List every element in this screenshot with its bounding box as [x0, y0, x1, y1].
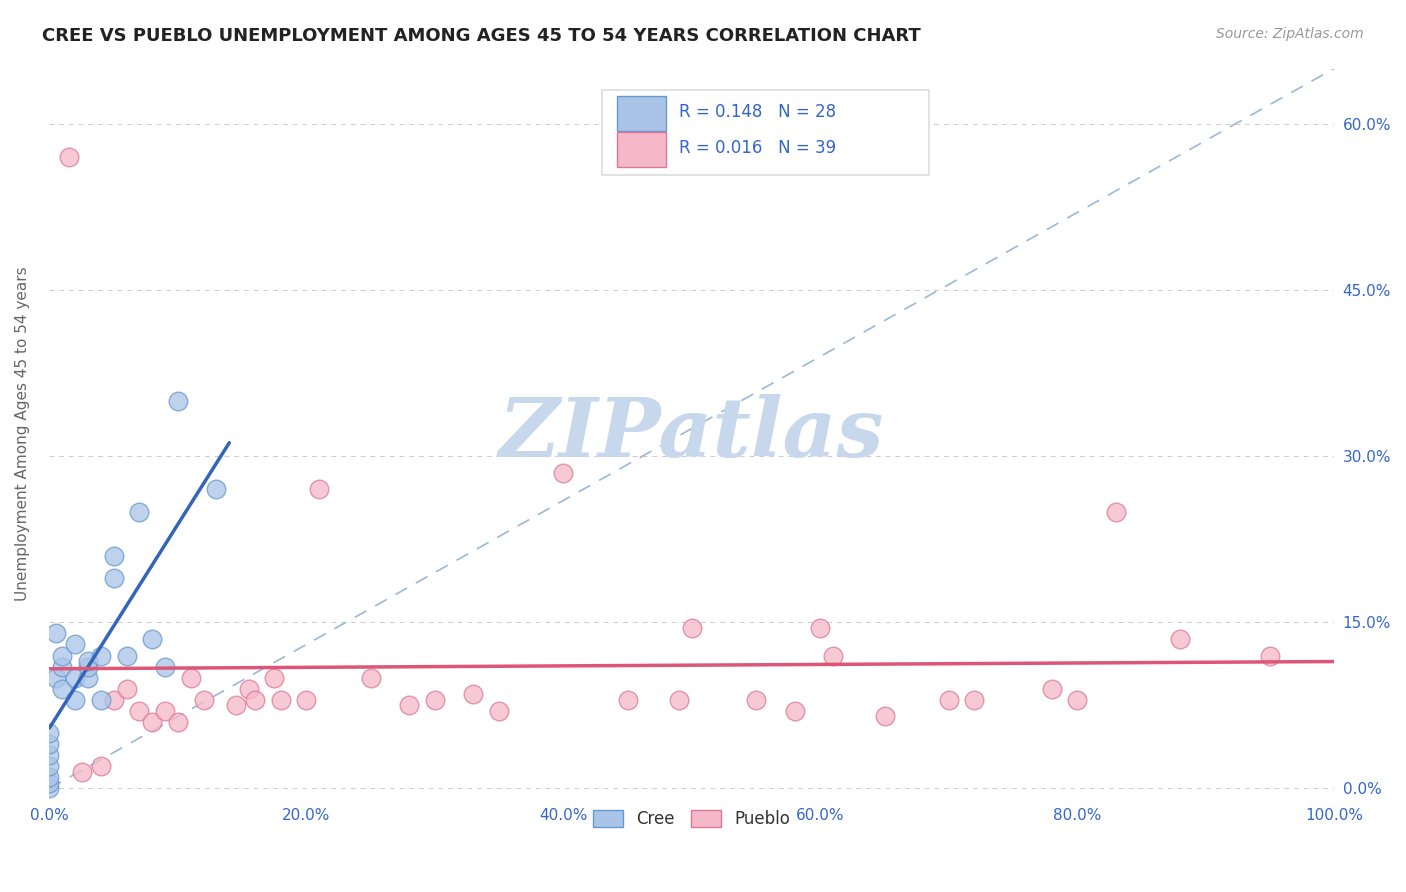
Point: [90, 759, 112, 773]
Point: [141, 714, 163, 729]
Y-axis label: Unemployment Among Ages 45 to 54 years: Unemployment Among Ages 45 to 54 years: [15, 267, 30, 601]
Text: Source: ZipAtlas.com: Source: ZipAtlas.com: [1216, 27, 1364, 41]
Point: [38, 770, 60, 784]
Point: [38, 726, 60, 740]
Point: [938, 693, 960, 707]
Point: [783, 704, 806, 718]
Point: [180, 671, 202, 685]
Point: [1066, 693, 1088, 707]
Point: [63, 693, 86, 707]
Point: [463, 687, 485, 701]
Point: [488, 704, 510, 718]
Point: [38, 776, 60, 790]
Point: [51, 659, 73, 673]
FancyBboxPatch shape: [617, 96, 666, 131]
Point: [45, 671, 67, 685]
Point: [77, 659, 100, 673]
Point: [745, 693, 768, 707]
Point: [63, 671, 86, 685]
Point: [398, 698, 420, 713]
Point: [225, 698, 247, 713]
Point: [270, 693, 292, 707]
Point: [423, 693, 446, 707]
Point: [103, 549, 125, 563]
Point: [77, 671, 100, 685]
Point: [38, 759, 60, 773]
Point: [167, 714, 190, 729]
Point: [77, 654, 100, 668]
Point: [153, 659, 176, 673]
Point: [63, 637, 86, 651]
Point: [823, 648, 845, 663]
Point: [128, 704, 150, 718]
Text: R = 0.148   N = 28: R = 0.148 N = 28: [679, 103, 837, 121]
Point: [243, 693, 266, 707]
Point: [167, 393, 190, 408]
Point: [70, 764, 93, 779]
Text: ZIPatlas: ZIPatlas: [499, 394, 884, 474]
Legend: Cree, Pueblo: Cree, Pueblo: [586, 804, 797, 835]
Point: [238, 681, 260, 696]
Point: [90, 648, 112, 663]
Point: [115, 681, 138, 696]
Point: [616, 693, 638, 707]
Point: [128, 504, 150, 518]
Point: [295, 693, 318, 707]
Point: [263, 671, 285, 685]
Point: [193, 693, 215, 707]
Point: [45, 626, 67, 640]
Point: [873, 709, 896, 723]
Point: [553, 466, 575, 480]
Point: [58, 150, 80, 164]
Point: [681, 621, 703, 635]
Point: [51, 648, 73, 663]
Point: [38, 781, 60, 796]
Point: [308, 483, 330, 497]
Point: [153, 704, 176, 718]
FancyBboxPatch shape: [617, 132, 666, 167]
Text: R = 0.016   N = 39: R = 0.016 N = 39: [679, 139, 837, 157]
Point: [1040, 681, 1063, 696]
Point: [103, 571, 125, 585]
Point: [963, 693, 986, 707]
Point: [1105, 504, 1128, 518]
FancyBboxPatch shape: [602, 90, 929, 175]
Point: [808, 621, 831, 635]
Point: [1168, 632, 1191, 646]
Point: [360, 671, 382, 685]
Point: [38, 748, 60, 763]
Point: [103, 693, 125, 707]
Point: [38, 737, 60, 751]
Point: [141, 632, 163, 646]
Point: [115, 648, 138, 663]
Point: [90, 693, 112, 707]
Point: [205, 483, 228, 497]
Point: [1258, 648, 1281, 663]
Point: [51, 681, 73, 696]
Point: [668, 693, 690, 707]
Text: CREE VS PUEBLO UNEMPLOYMENT AMONG AGES 45 TO 54 YEARS CORRELATION CHART: CREE VS PUEBLO UNEMPLOYMENT AMONG AGES 4…: [42, 27, 921, 45]
